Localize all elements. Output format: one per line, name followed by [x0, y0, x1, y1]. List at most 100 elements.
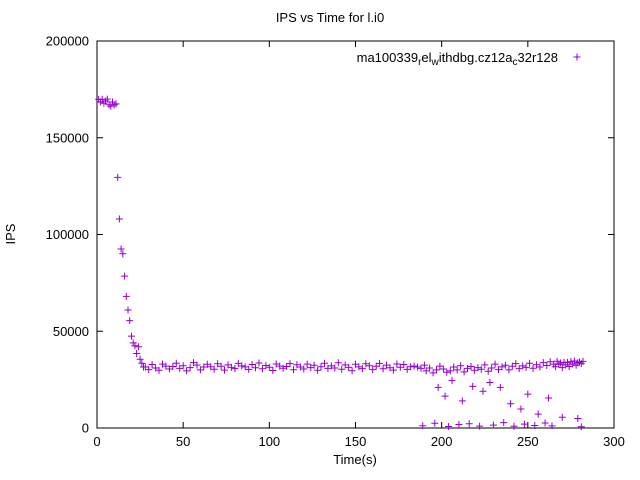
data-point-marker — [300, 365, 308, 373]
data-point-marker — [446, 367, 454, 375]
data-point-marker — [265, 363, 273, 371]
y-axis-label: IPS — [3, 223, 18, 244]
data-point-marker — [417, 364, 425, 372]
x-tick-label: 300 — [603, 434, 625, 449]
data-point-marker — [121, 272, 129, 280]
data-point-marker — [476, 422, 484, 430]
data-point-marker — [314, 366, 322, 374]
data-point-marker — [574, 415, 582, 422]
data-point-marker — [331, 364, 339, 372]
data-point-marker — [539, 359, 547, 367]
x-axis-label: Time(s) — [333, 452, 377, 467]
data-point-marker — [505, 366, 513, 374]
data-point-marker — [420, 361, 428, 369]
data-point-marker — [217, 362, 225, 370]
data-point-marker — [434, 383, 442, 391]
data-point-marker — [441, 392, 449, 400]
data-point-marker — [443, 368, 451, 376]
data-point-marker — [579, 357, 587, 365]
data-point-marker — [422, 367, 430, 375]
data-point-marker — [574, 359, 582, 367]
data-point-marker — [334, 359, 342, 367]
x-tick-label: 100 — [258, 434, 280, 449]
data-point-marker — [317, 363, 325, 371]
data-point-marker — [110, 101, 118, 109]
data-point-marker — [496, 383, 504, 391]
data-point-marker — [536, 363, 544, 371]
data-point-marker — [148, 361, 156, 368]
legend-marker — [573, 53, 581, 61]
data-point-marker — [134, 343, 142, 351]
data-point-marker — [310, 361, 318, 369]
data-point-marker — [186, 364, 194, 372]
y-tick-label: 100000 — [46, 227, 89, 242]
data-point-marker — [576, 358, 583, 366]
legend-label: ma100339relwithdbg.cz12ac32r128 — [357, 50, 558, 68]
data-point-marker — [115, 215, 123, 223]
data-point-marker — [458, 397, 466, 405]
data-point-marker — [564, 358, 571, 366]
y-tick-label: 0 — [82, 421, 89, 436]
data-point-marker — [577, 423, 585, 431]
data-point-marker — [474, 364, 482, 372]
data-point-marker — [279, 364, 287, 372]
data-point-marker — [365, 362, 373, 370]
data-point-marker — [221, 366, 228, 374]
data-point-marker — [262, 362, 270, 369]
data-point-marker — [119, 250, 127, 258]
data-point-marker — [500, 419, 508, 427]
data-point-marker — [524, 390, 532, 398]
data-point-marker — [196, 366, 204, 374]
data-point-marker — [489, 421, 497, 429]
data-point-marker — [231, 365, 239, 373]
data-points — [95, 95, 587, 431]
data-point-marker — [455, 421, 463, 428]
data-point-marker — [501, 361, 509, 369]
data-point-marker — [255, 359, 263, 367]
data-point-marker — [460, 368, 468, 376]
data-point-marker — [227, 363, 235, 371]
data-point-marker — [169, 363, 177, 370]
data-point-marker — [183, 367, 191, 375]
data-point-marker — [155, 366, 163, 374]
data-point-marker — [112, 100, 120, 108]
data-point-marker — [117, 245, 125, 253]
data-point-marker — [445, 423, 453, 430]
data-point-marker — [122, 292, 130, 300]
data-point-marker — [286, 360, 294, 368]
data-point-marker — [526, 359, 534, 367]
data-point-marker — [569, 360, 577, 368]
x-tick-label: 150 — [345, 434, 367, 449]
data-point-marker — [138, 359, 146, 367]
data-point-marker — [321, 359, 328, 367]
data-point-marker — [133, 350, 141, 357]
data-point-marker — [498, 363, 506, 371]
y-tick-label: 200000 — [46, 34, 89, 49]
data-point-marker — [245, 365, 253, 373]
data-point-marker — [128, 332, 135, 340]
data-point-marker — [129, 339, 137, 347]
data-point-marker — [290, 366, 297, 374]
data-point-marker — [145, 366, 153, 374]
data-point-marker — [210, 365, 218, 373]
data-point-marker — [519, 362, 527, 370]
data-point-marker — [414, 363, 421, 371]
data-point-marker — [477, 365, 485, 373]
data-point-marker — [269, 367, 277, 374]
data-point-marker — [303, 360, 311, 368]
data-point-marker — [126, 317, 134, 325]
data-point-marker — [486, 379, 494, 386]
data-point-marker — [555, 360, 563, 368]
data-point-marker — [252, 364, 259, 372]
data-point-marker — [372, 362, 380, 370]
data-point-marker — [358, 365, 366, 373]
data-point-marker — [103, 95, 111, 103]
data-point-marker — [114, 173, 122, 181]
data-point-marker — [553, 357, 561, 365]
data-point-marker — [481, 361, 489, 369]
data-point-marker — [369, 366, 377, 374]
data-point-marker — [534, 410, 542, 418]
data-point-marker — [431, 419, 439, 427]
data-point-marker — [541, 419, 549, 427]
